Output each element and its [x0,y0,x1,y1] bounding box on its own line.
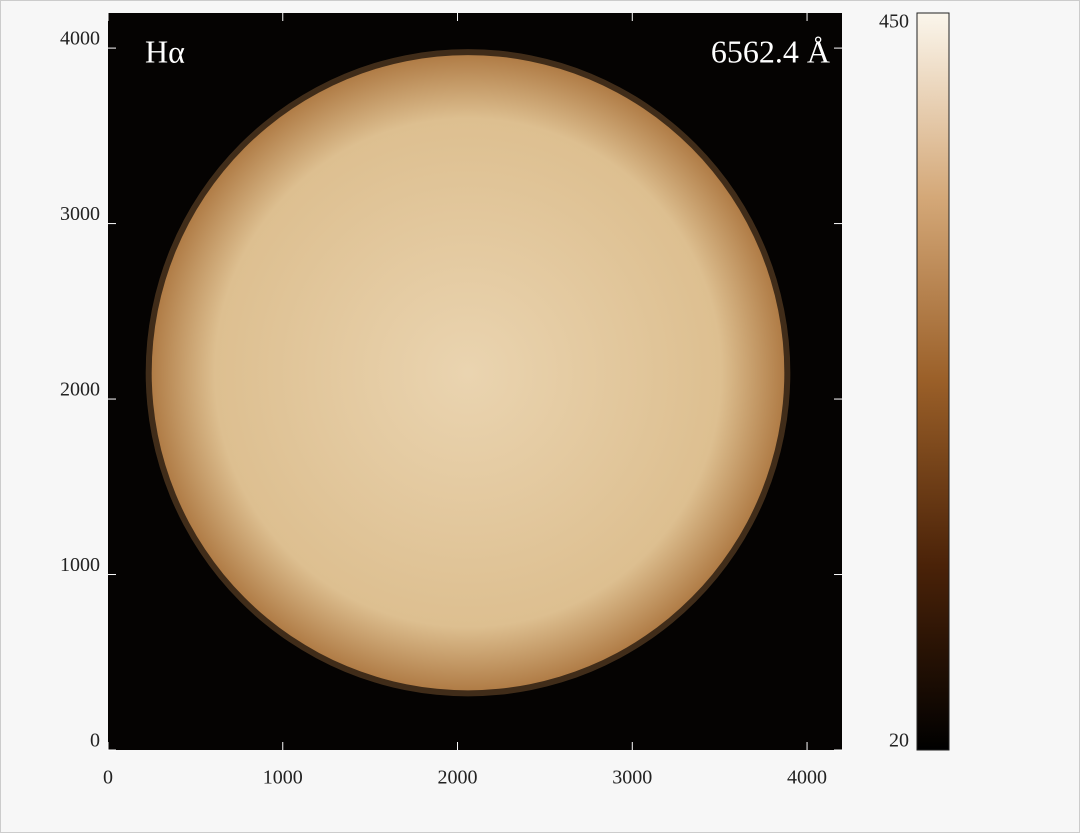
colorbar-max-label: 450 [879,11,909,33]
colorbar-min-label: 20 [889,730,909,752]
x-tick-label: 3000 [612,767,652,789]
x-tick-label: 0 [103,767,113,789]
line-label: Hα [145,33,185,69]
y-tick-label: 1000 [60,554,100,576]
wavelength-label: 6562.4 Å [711,33,830,69]
colorbar [916,12,950,751]
x-tick-label: 2000 [438,767,478,789]
solar-disk [151,55,785,691]
y-tick-label: 3000 [60,203,100,225]
y-tick-label: 4000 [60,28,100,50]
y-tick-label: 0 [90,730,100,752]
x-tick-label: 4000 [787,767,827,789]
y-tick-label: 2000 [60,379,100,401]
x-tick-label: 1000 [263,767,303,789]
